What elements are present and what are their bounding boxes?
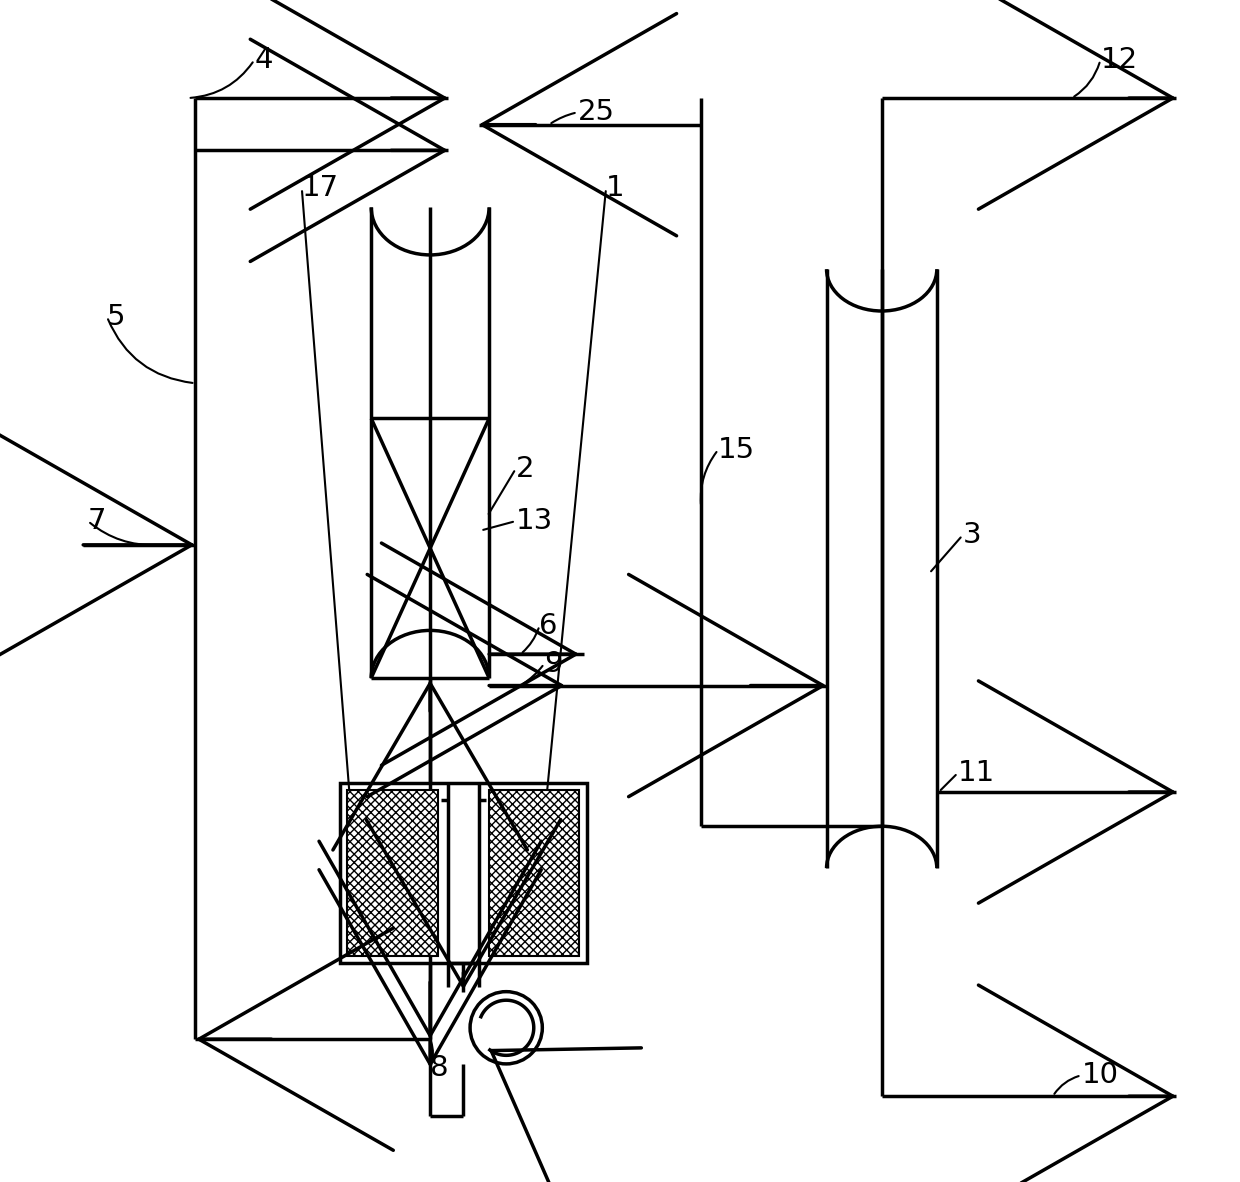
Text: 3: 3	[962, 521, 981, 550]
Text: 12: 12	[1100, 46, 1137, 74]
Text: 5: 5	[107, 303, 125, 331]
Bar	[340, 782, 587, 963]
Text: 15: 15	[718, 436, 755, 463]
Text: 7: 7	[88, 507, 107, 535]
Text: 17: 17	[301, 175, 339, 202]
Text: 25: 25	[578, 98, 615, 126]
Bar	[347, 790, 438, 955]
Bar	[489, 790, 579, 955]
Text: 2: 2	[516, 455, 534, 482]
Text: 4: 4	[254, 46, 273, 74]
Text: 9: 9	[544, 650, 563, 677]
Text: 10: 10	[1081, 1061, 1118, 1090]
Text: 11: 11	[957, 759, 994, 787]
Text: 6: 6	[539, 611, 558, 639]
Text: 1: 1	[606, 175, 625, 202]
Text: 13: 13	[516, 507, 553, 535]
Text: 8: 8	[430, 1053, 449, 1082]
